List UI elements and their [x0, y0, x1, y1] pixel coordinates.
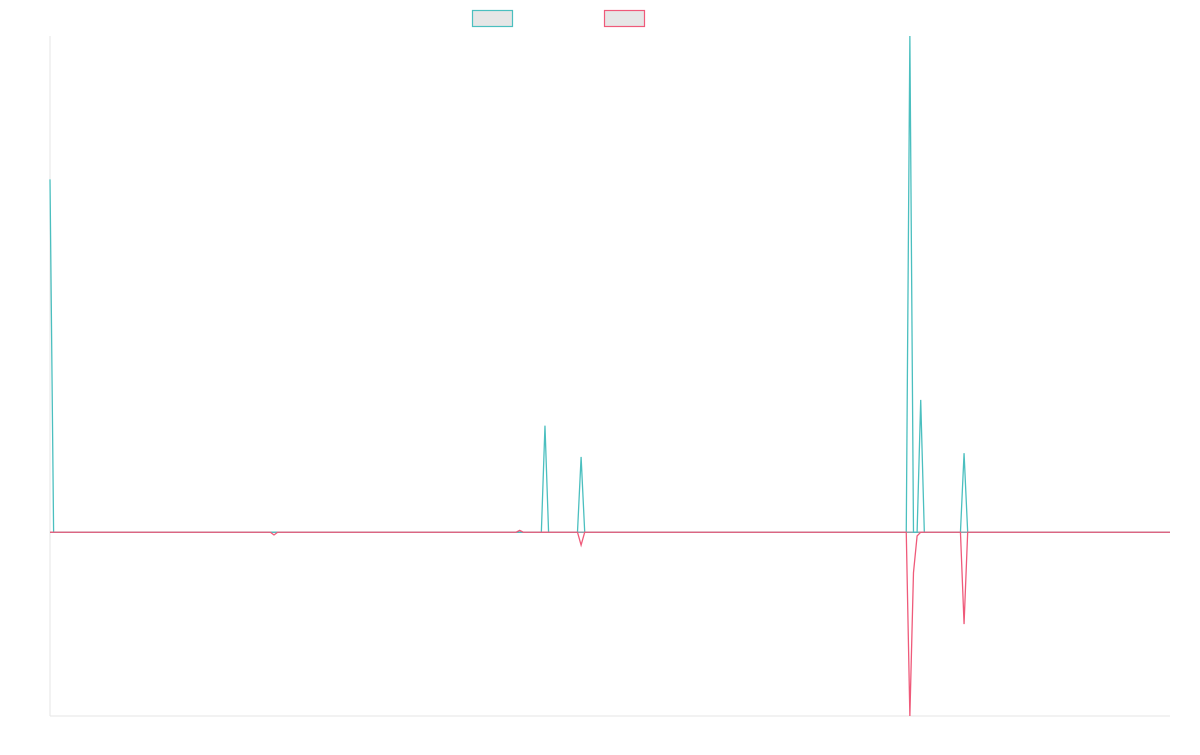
legend-item-2[interactable] [603, 9, 646, 28]
legend[interactable] [471, 9, 646, 28]
series-line-2[interactable] [50, 529, 1170, 717]
legend-swatch-2[interactable] [603, 9, 646, 28]
legend-item-1[interactable] [471, 9, 514, 28]
series-layer [49, 35, 1170, 717]
series-line-1[interactable] [49, 35, 1170, 533]
legend-swatch-1[interactable] [471, 9, 514, 28]
